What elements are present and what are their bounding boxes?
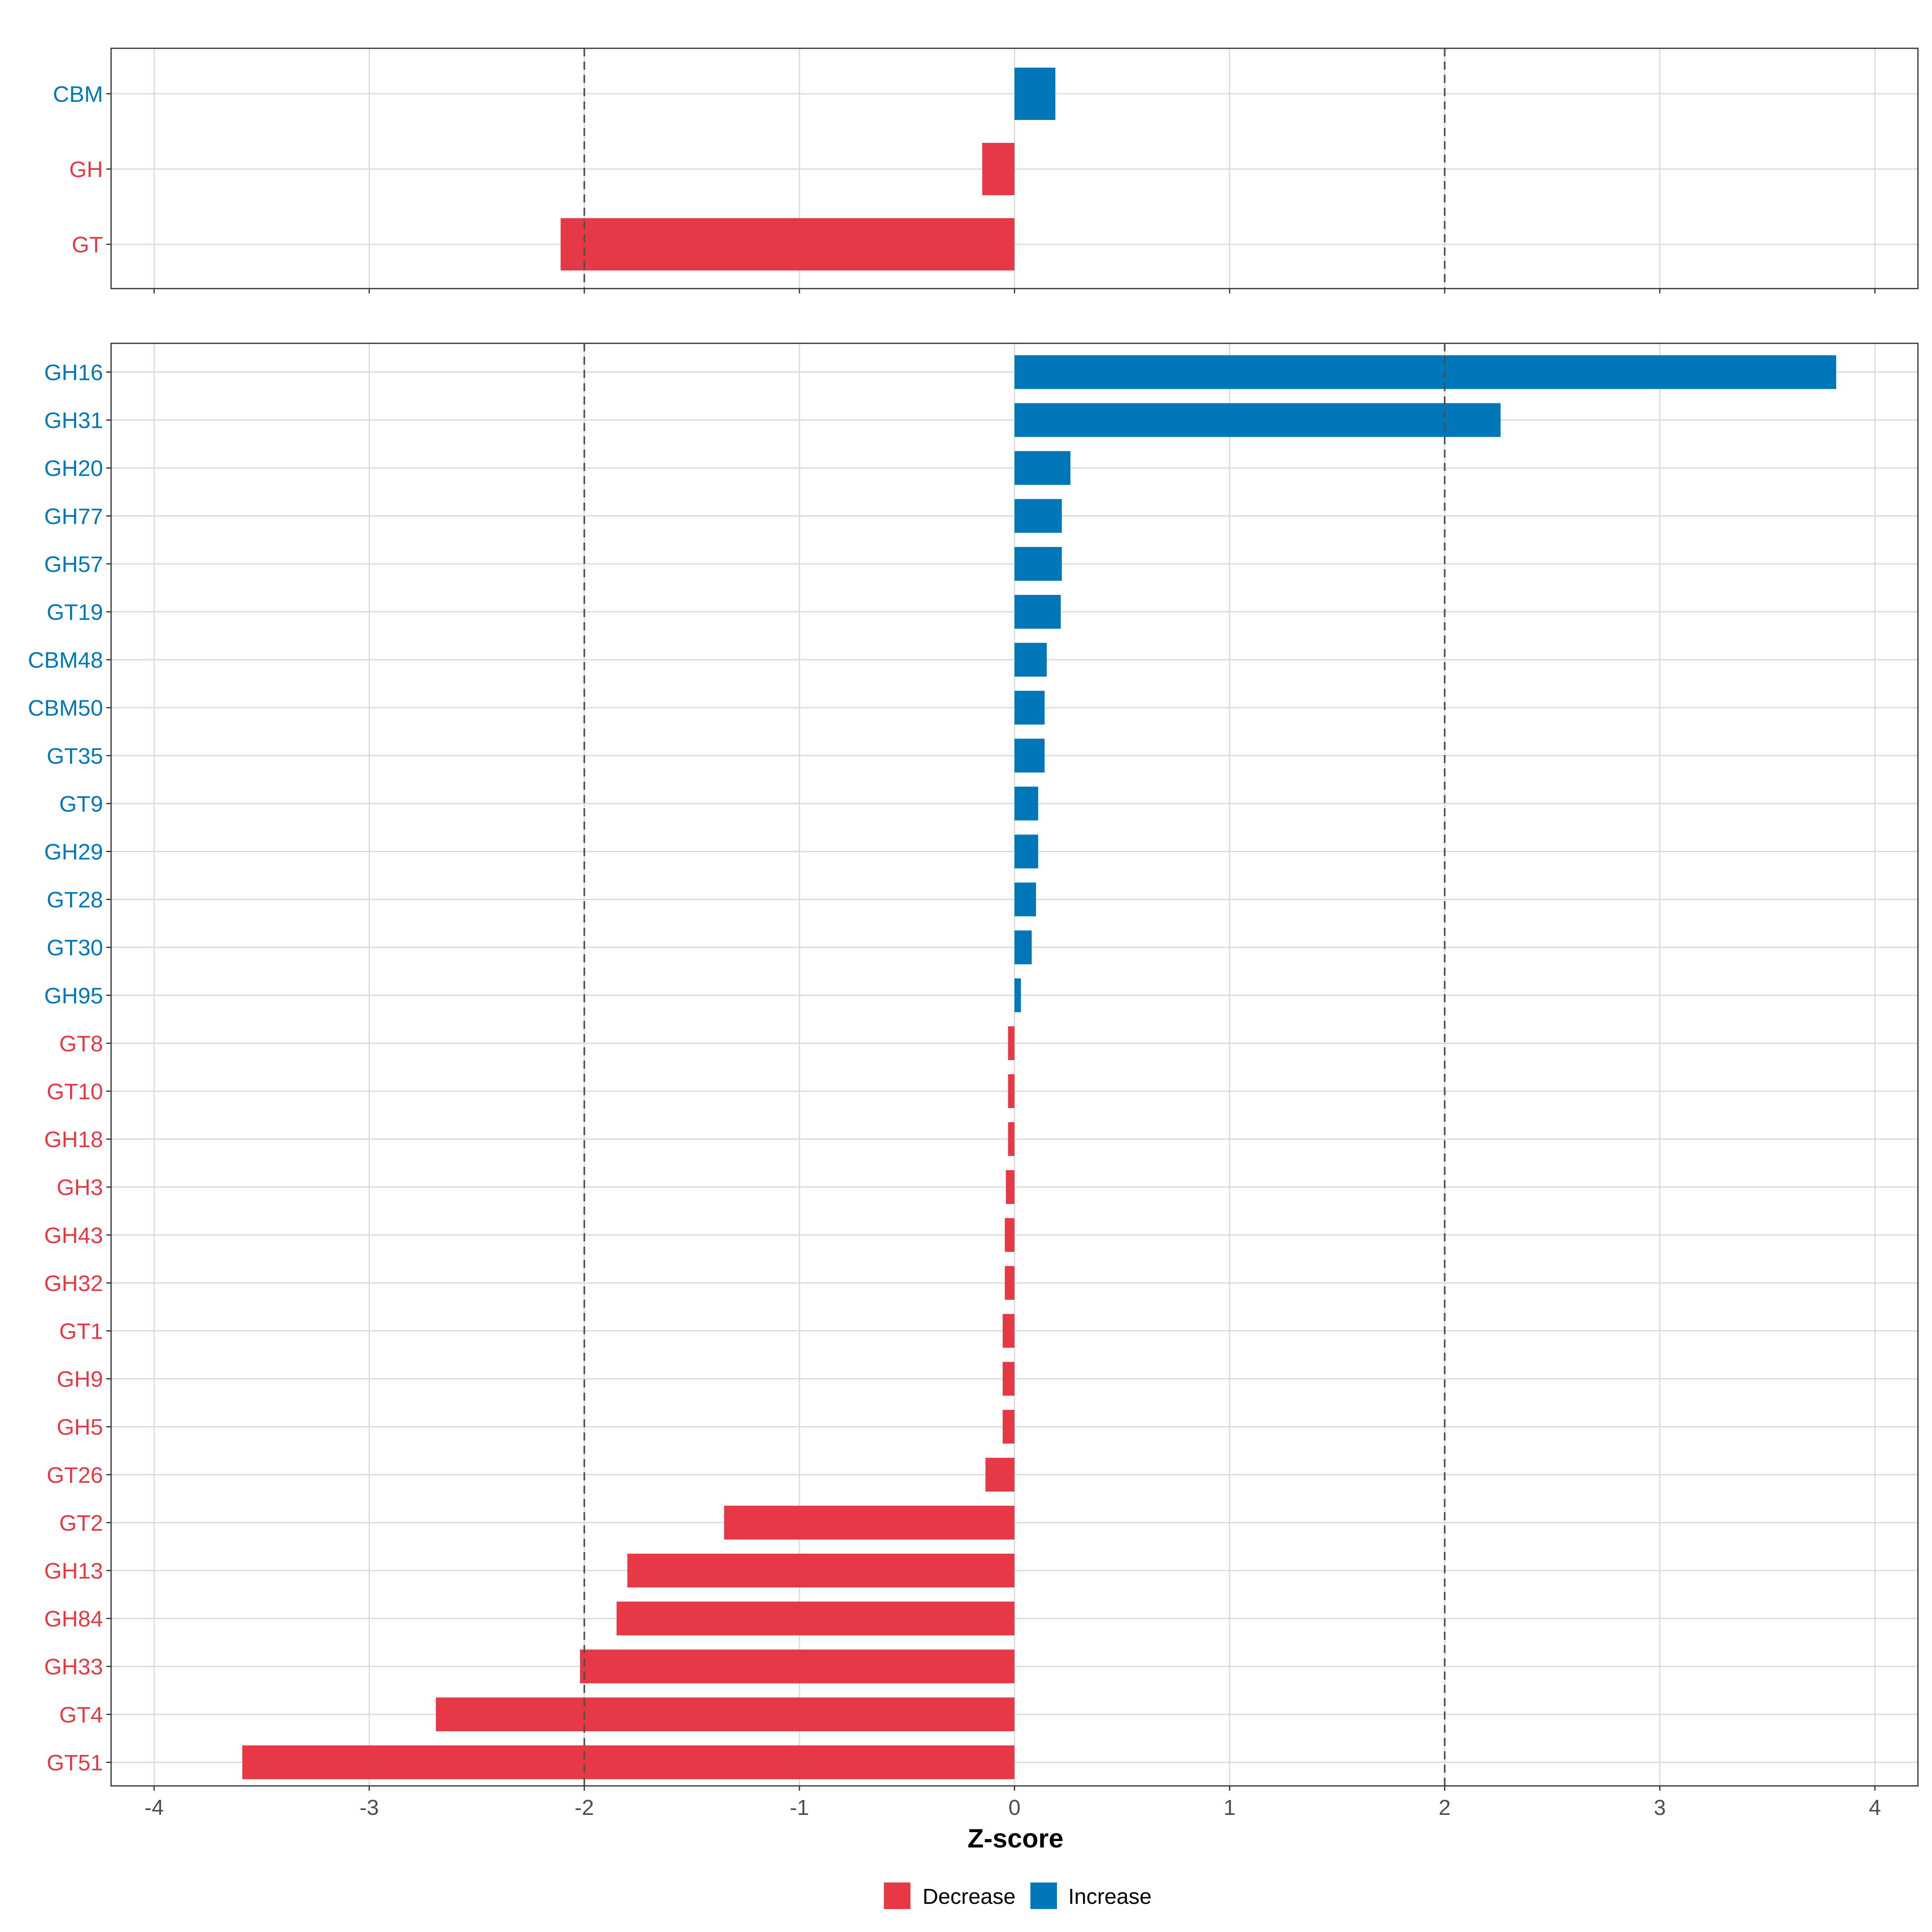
- category-label: GH95: [44, 983, 103, 1008]
- bar: [560, 218, 1015, 270]
- bar: [436, 1697, 1015, 1732]
- top-panel: CBM GH GT: [53, 47, 1919, 293]
- category-label: GT19: [47, 599, 103, 625]
- legend: Decrease Increase: [884, 1882, 1152, 1909]
- category-label: GH9: [57, 1366, 103, 1392]
- legend-label: Increase: [1068, 1885, 1152, 1909]
- bar: [1014, 834, 1038, 869]
- bar: [1003, 1410, 1015, 1444]
- category-label: GH: [69, 157, 103, 182]
- legend-label: Decrease: [923, 1885, 1016, 1909]
- x-tick-label: 4: [1869, 1796, 1881, 1820]
- bar: [1014, 882, 1036, 916]
- category-label: GH84: [44, 1606, 103, 1631]
- x-tick-label: -3: [359, 1796, 379, 1820]
- bar: [1014, 786, 1038, 821]
- bar: [580, 1649, 1015, 1684]
- bar: [627, 1554, 1015, 1587]
- category-label: GT30: [47, 935, 103, 960]
- category-label: GT8: [59, 1031, 103, 1056]
- category-label: CBM50: [28, 695, 103, 720]
- category-label: GH32: [44, 1270, 103, 1296]
- bar: [1014, 499, 1062, 533]
- bar: [1008, 1026, 1015, 1060]
- category-label: GH43: [44, 1222, 103, 1248]
- category-label: GT10: [47, 1079, 103, 1104]
- bar: [1008, 1122, 1015, 1156]
- bar: [1014, 355, 1836, 389]
- category-label: GT51: [47, 1750, 103, 1775]
- category-label: GH33: [44, 1654, 103, 1679]
- bar: [1014, 547, 1062, 581]
- bar: [1005, 1218, 1015, 1252]
- bar: [1008, 1074, 1015, 1108]
- category-label: GT4: [59, 1702, 103, 1727]
- category-label: GH77: [44, 504, 103, 529]
- x-tick-label: -1: [790, 1796, 809, 1820]
- bar: [242, 1745, 1015, 1779]
- x-axis-title: Z-score: [968, 1823, 1063, 1853]
- category-label: GH16: [44, 360, 103, 385]
- bottom-panel: GH16GH31GH20GH77GH57GT19CBM48CBM50GT35GT…: [28, 343, 1919, 1820]
- category-label: GT28: [47, 887, 103, 912]
- bar: [1003, 1362, 1015, 1396]
- category-label: GH20: [44, 456, 103, 481]
- bar: [1014, 978, 1021, 1012]
- x-tick-label: -4: [144, 1796, 164, 1820]
- bar: [1014, 739, 1045, 773]
- bar: [1014, 451, 1071, 485]
- category-label: GT2: [59, 1510, 103, 1536]
- bar: [616, 1602, 1015, 1636]
- category-label: GH29: [44, 839, 103, 865]
- category-label: GT35: [47, 743, 103, 768]
- bar: [1014, 643, 1047, 677]
- category-label: GT1: [59, 1319, 103, 1344]
- bar: [985, 1457, 1015, 1492]
- category-label: CBM: [53, 81, 103, 107]
- category-label: GH31: [44, 408, 103, 433]
- x-tick-label: 0: [1008, 1796, 1020, 1820]
- x-tick-label: 3: [1654, 1796, 1666, 1820]
- bar: [982, 143, 1015, 195]
- category-label: GH18: [44, 1127, 103, 1152]
- category-label: GH5: [57, 1414, 103, 1440]
- x-tick-label: 1: [1224, 1796, 1236, 1820]
- category-label: GT: [72, 232, 103, 257]
- legend-key: [884, 1882, 910, 1909]
- bar: [1006, 1170, 1015, 1204]
- category-label: GT9: [59, 791, 103, 816]
- bar: [1005, 1266, 1015, 1300]
- x-tick-label: -2: [575, 1796, 594, 1820]
- category-label: CBM48: [28, 647, 103, 673]
- bar: [1014, 595, 1061, 629]
- category-label: GT26: [47, 1462, 103, 1488]
- bar: [1003, 1314, 1015, 1348]
- legend-key: [1030, 1882, 1057, 1909]
- bar: [1014, 68, 1056, 120]
- bar: [1014, 403, 1501, 437]
- x-tick-label: 2: [1439, 1796, 1451, 1820]
- category-label: GH13: [44, 1558, 103, 1583]
- bar: [1014, 691, 1045, 725]
- bar: [1014, 930, 1032, 964]
- category-label: GH57: [44, 551, 103, 577]
- bar: [724, 1505, 1015, 1540]
- category-label: GH3: [57, 1174, 103, 1200]
